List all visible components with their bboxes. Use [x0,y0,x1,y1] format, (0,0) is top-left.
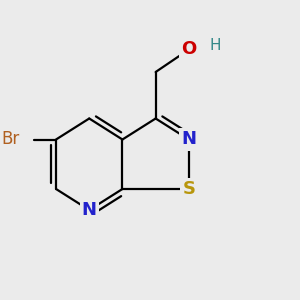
Text: O: O [181,40,196,58]
Text: N: N [181,130,196,148]
Text: N: N [82,201,97,219]
Text: S: S [182,180,195,198]
Text: Br: Br [2,130,20,148]
Text: H: H [210,38,221,52]
